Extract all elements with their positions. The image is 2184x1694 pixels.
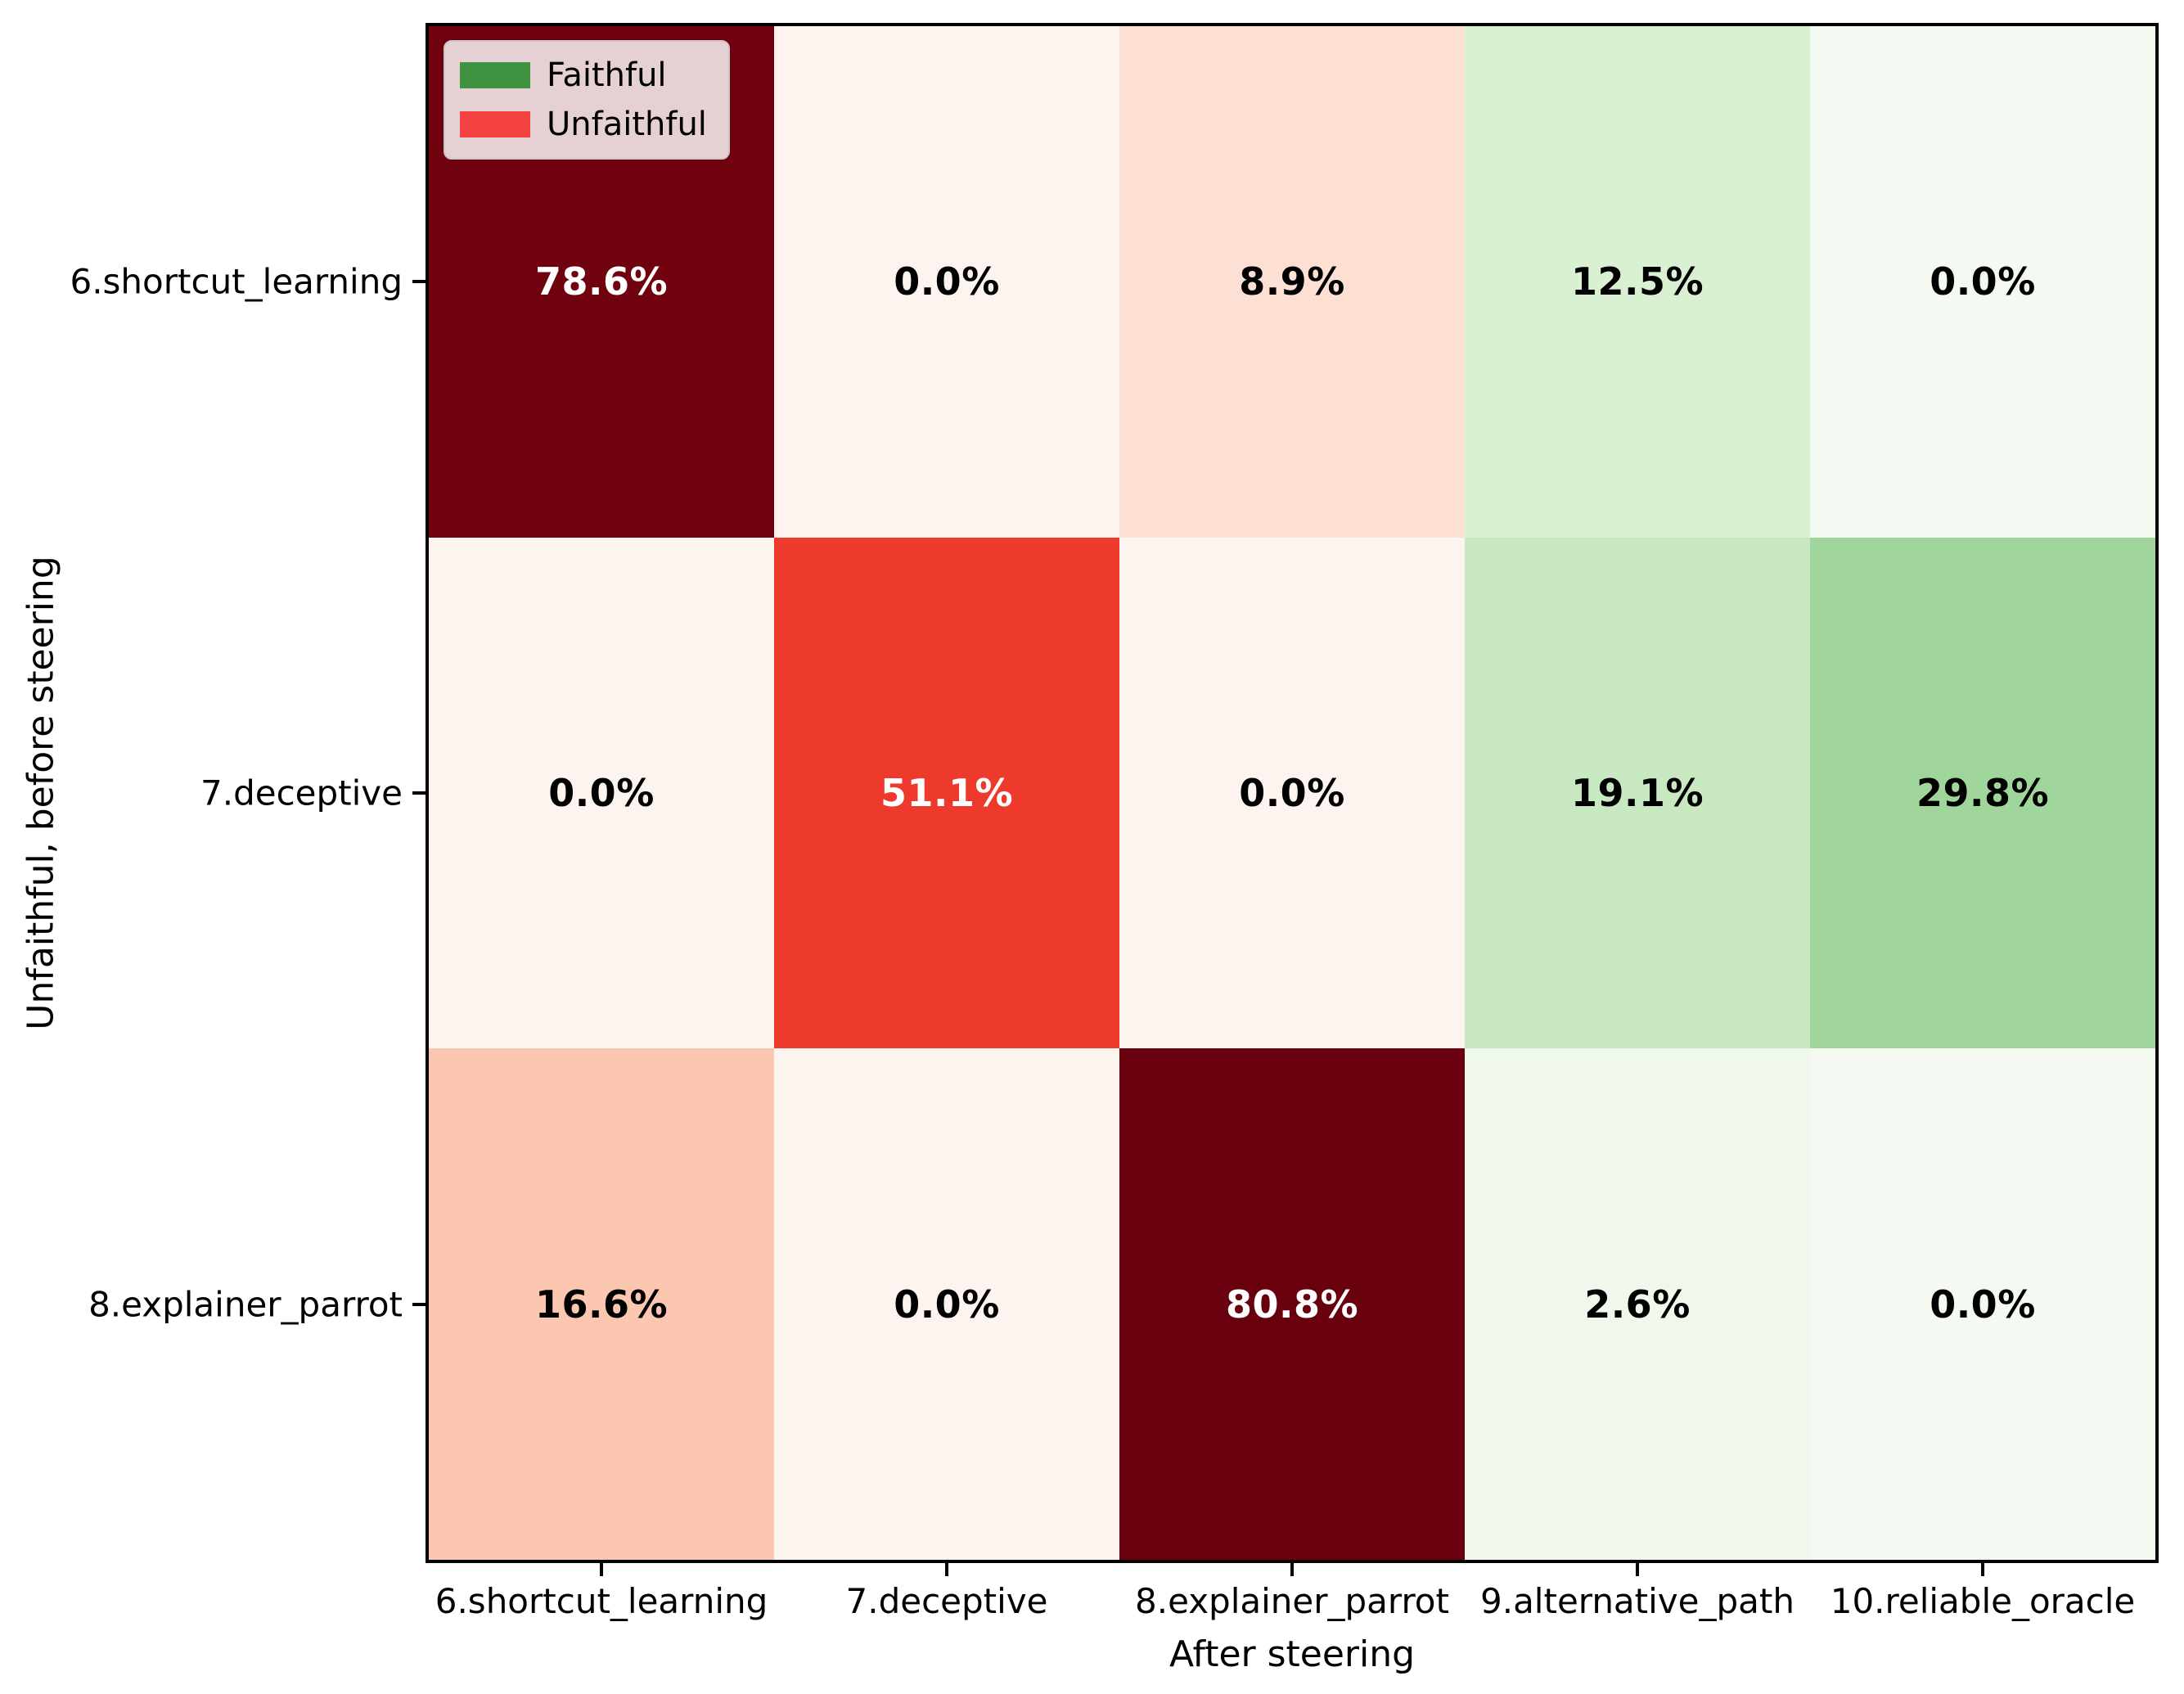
- cell-value: 2.6%: [1584, 1282, 1691, 1327]
- heatmap-cell-r1-c0: 0.0%: [429, 537, 774, 1049]
- y-tick-mark: [412, 791, 426, 795]
- heatmap-cell-r1-c3: 19.1%: [1465, 537, 1810, 1049]
- x-tick-mark: [600, 1563, 603, 1576]
- x-tick-label: 8.explainer_parrot: [1135, 1581, 1449, 1621]
- legend-entry-unfaithful: Unfaithful: [460, 106, 707, 143]
- x-tick-label: 7.deceptive: [845, 1581, 1048, 1621]
- cell-value: 78.6%: [534, 259, 669, 304]
- heatmap-cell-r0-c2: 8.9%: [1119, 26, 1465, 538]
- legend-entry-faithful: Faithful: [460, 56, 707, 94]
- x-tick-mark: [945, 1563, 948, 1576]
- faithful-swatch-icon: [460, 62, 530, 88]
- unfaithful-swatch-icon: [460, 111, 530, 137]
- heatmap-cell-r0-c1: 0.0%: [774, 26, 1119, 538]
- cell-value: 16.6%: [534, 1282, 669, 1327]
- cell-value: 51.1%: [880, 770, 1014, 815]
- y-tick-label: 6.shortcut_learning: [70, 261, 403, 302]
- heatmap-cell-r2-c1: 0.0%: [774, 1048, 1119, 1560]
- heatmap-cell-r2-c2: 80.8%: [1119, 1048, 1465, 1560]
- heatmap-cell-r1-c1: 51.1%: [774, 537, 1119, 1049]
- x-tick-mark: [1636, 1563, 1639, 1576]
- cell-value: 80.8%: [1225, 1282, 1359, 1327]
- legend: Faithful Unfaithful: [444, 40, 730, 160]
- legend-label: Unfaithful: [547, 106, 707, 143]
- legend-label: Faithful: [547, 56, 667, 94]
- cell-value: 0.0%: [1930, 1282, 2036, 1327]
- cell-value: 8.9%: [1239, 259, 1345, 304]
- cell-value: 12.5%: [1570, 259, 1704, 304]
- cell-value: 0.0%: [1239, 770, 1345, 815]
- y-tick-mark: [412, 1302, 426, 1306]
- heatmap-grid: 78.6% 0.0% 8.9% 12.5% 0.0% 0.0% 51.1% 0.0% 19.1%…: [429, 26, 2155, 1560]
- cell-value: 0.0%: [548, 770, 655, 815]
- cell-value: 0.0%: [894, 259, 1000, 304]
- heatmap-cell-r2-c0: 16.6%: [429, 1048, 774, 1560]
- x-tick-label: 6.shortcut_learning: [435, 1581, 768, 1621]
- y-tick-mark: [412, 280, 426, 284]
- y-tick-label: 7.deceptive: [200, 773, 403, 813]
- cell-value: 29.8%: [1916, 770, 2050, 815]
- x-tick-label: 10.reliable_oracle: [1830, 1581, 2136, 1621]
- heatmap-cell-r2-c3: 2.6%: [1465, 1048, 1810, 1560]
- heatmap-cell-r0-c4: 0.0%: [1810, 26, 2155, 538]
- heatmap-cell-r2-c4: 0.0%: [1810, 1048, 2155, 1560]
- plot-area: 78.6% 0.0% 8.9% 12.5% 0.0% 0.0% 51.1% 0.0% 19.1%…: [426, 23, 2159, 1563]
- heatmap-cell-r1-c2: 0.0%: [1119, 537, 1465, 1049]
- x-axis-title: After steering: [1169, 1633, 1416, 1675]
- cell-value: 0.0%: [1930, 259, 2036, 304]
- cell-value: 19.1%: [1570, 770, 1704, 815]
- cell-value: 0.0%: [894, 1282, 1000, 1327]
- y-tick-label: 8.explainer_parrot: [88, 1284, 403, 1325]
- x-tick-mark: [1981, 1563, 1984, 1576]
- x-tick-mark: [1290, 1563, 1294, 1576]
- x-tick-label: 9.alternative_path: [1480, 1581, 1794, 1621]
- heatmap-cell-r1-c4: 29.8%: [1810, 537, 2155, 1049]
- heatmap-cell-r0-c3: 12.5%: [1465, 26, 1810, 538]
